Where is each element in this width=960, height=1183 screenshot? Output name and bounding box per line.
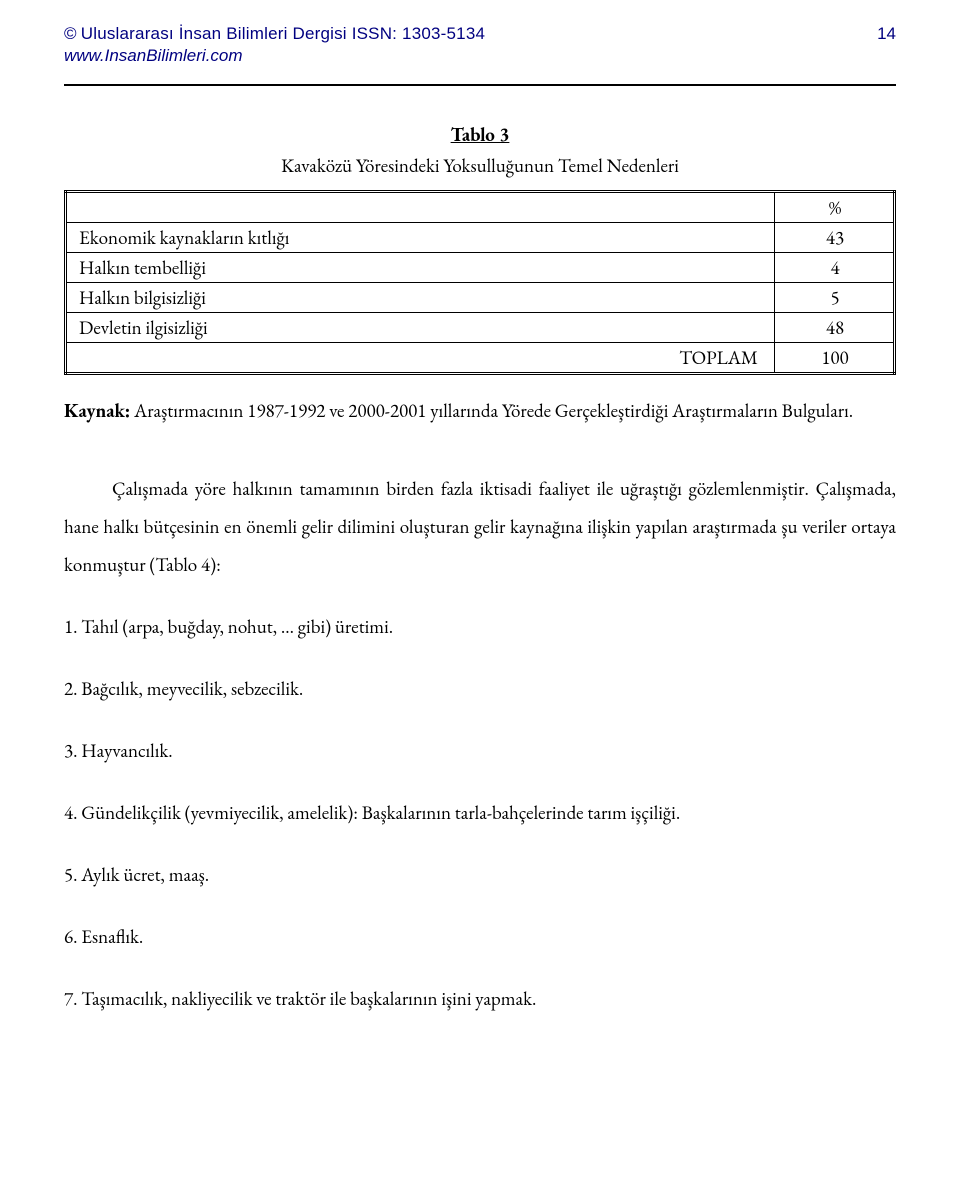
list-item: 5. Aylık ücret, maaş. — [64, 856, 896, 894]
document-page: ©Uluslararası İnsan Bilimleri Dergisi IS… — [0, 0, 960, 1183]
table-cell-value: 4 — [775, 253, 895, 283]
source-label: Kaynak: — [64, 398, 130, 423]
table-cell-value: 5 — [775, 283, 895, 313]
source-text: Araştırmacının 1987-1992 ve 2000-2001 yı… — [130, 398, 853, 423]
table-title: Tablo 3 — [64, 122, 896, 147]
list-item: 7. Taşımacılık, nakliyecilik ve traktör … — [64, 980, 896, 1018]
table-cell-value: 48 — [775, 313, 895, 343]
table-head: % — [66, 192, 895, 223]
table-total-row: TOPLAM 100 — [66, 343, 895, 374]
copyright-symbol: © — [64, 24, 77, 43]
journal-title: Uluslararası İnsan Bilimleri Dergisi ISS… — [81, 24, 485, 43]
list-item: 2. Bağcılık, meyvecilik, sebzecilik. — [64, 670, 896, 708]
source-note: Kaynak: Araştırmacının 1987-1992 ve 2000… — [64, 397, 896, 426]
table-total-label: TOPLAM — [66, 343, 775, 374]
table-body: Ekonomik kaynakların kıtlığı 43 Halkın t… — [66, 223, 895, 374]
data-table: % Ekonomik kaynakların kıtlığı 43 Halkın… — [64, 190, 896, 375]
table-cell-value: 43 — [775, 223, 895, 253]
table-row: Halkın tembelliği 4 — [66, 253, 895, 283]
journal-title-line: ©Uluslararası İnsan Bilimleri Dergisi IS… — [64, 24, 896, 44]
table-number: Tablo 3 — [451, 122, 510, 147]
table-total-value: 100 — [775, 343, 895, 374]
list-item: 3. Hayvancılık. — [64, 732, 896, 770]
list-item: 6. Esnaflık. — [64, 918, 896, 956]
table-header-percent: % — [775, 192, 895, 223]
table-cell-label: Halkın tembelliği — [66, 253, 775, 283]
table-row: Devletin ilgisizliği 48 — [66, 313, 895, 343]
table-cell-label: Halkın bilgisizliği — [66, 283, 775, 313]
table-cell-label: Devletin ilgisizliği — [66, 313, 775, 343]
list-item: 1. Tahıl (arpa, buğday, nohut, ... gibi)… — [64, 608, 896, 646]
table-header-empty — [66, 192, 775, 223]
table-row: Ekonomik kaynakların kıtlığı 43 — [66, 223, 895, 253]
table-cell-label: Ekonomik kaynakların kıtlığı — [66, 223, 775, 253]
body-paragraph: Çalışmada yöre halkının tamamının birden… — [64, 470, 896, 584]
page-number: 14 — [877, 24, 896, 44]
table-caption: Kavaközü Yöresindeki Yoksulluğunun Temel… — [64, 153, 896, 178]
table-row: Halkın bilgisizliği 5 — [66, 283, 895, 313]
site-url: www.InsanBilimleri.com — [64, 46, 896, 66]
header-divider — [64, 84, 896, 86]
page-header: ©Uluslararası İnsan Bilimleri Dergisi IS… — [64, 24, 896, 86]
table-header-row: % — [66, 192, 895, 223]
list-item: 4. Gündelikçilik (yevmiyecilik, amelelik… — [64, 794, 896, 832]
